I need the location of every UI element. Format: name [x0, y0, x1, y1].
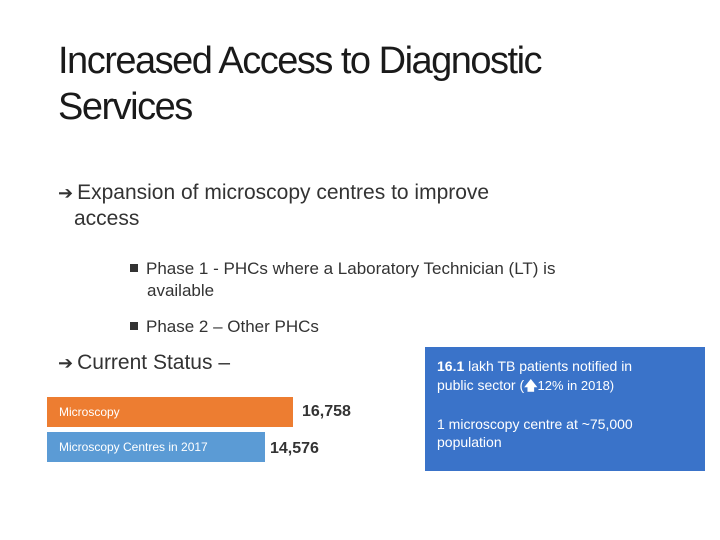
patients-text: lakh TB patients notified in [464, 358, 633, 374]
public-sector-text: public sector ( [437, 377, 525, 393]
bar-label-microscopy-centres-2017: Microscopy Centres in 2017 [59, 440, 208, 454]
info-panel: 16.1 lakh TB patients notified in public… [425, 347, 705, 471]
slide-title: Increased Access to Diagnostic Services [58, 38, 678, 130]
sub-bullet-phase2-line1: Phase 2 – Other PHCs [146, 317, 319, 336]
info-panel-patients: 16.1 lakh TB patients notified in public… [437, 357, 693, 395]
current-status-label: Current Status – [77, 351, 230, 374]
square-bullet-icon [130, 264, 138, 272]
current-status: ➔ Current Status – [58, 350, 230, 376]
square-bullet-icon [130, 322, 138, 330]
coverage-line2: population [437, 434, 502, 450]
sub-bullet-phase2: Phase 2 – Other PHCs [130, 316, 670, 338]
bar-value-microscopy: 16,758 [302, 403, 351, 420]
title-line-1: Increased Access to Diagnostic [58, 40, 543, 82]
bar-microscopy-centres-2017: Microscopy Centres in 2017 [47, 432, 265, 462]
right-arrow-icon: ➔ [58, 353, 74, 373]
bullet-expansion-line1: Expansion of microscopy centres to impro… [77, 181, 490, 204]
bar-value-microscopy-centres-2017: 14,576 [270, 440, 319, 457]
right-arrow-icon: ➔ [58, 183, 74, 203]
info-panel-coverage: 1 microscopy centre at ~75,000 populatio… [437, 415, 693, 451]
sub-bullet-phase1-line1: Phase 1 - PHCs where a Laboratory Techni… [146, 259, 556, 278]
increase-text: 12% in 2018) [537, 378, 615, 393]
bar-microscopy: Microscopy [47, 397, 293, 427]
bar-label-microscopy: Microscopy [59, 405, 120, 419]
sub-bullet-phase1-line2: available [147, 281, 215, 300]
patients-count: 16.1 [437, 358, 465, 374]
sub-bullet-phase1: Phase 1 - PHCs where a Laboratory Techni… [130, 258, 670, 302]
bullet-expansion: ➔ Expansion of microscopy centres to impr… [58, 180, 618, 232]
up-arrow-icon: 🡅 [524, 378, 538, 393]
bullet-expansion-line2: access [74, 207, 140, 230]
title-line-2: Services [58, 86, 193, 128]
coverage-line1: 1 microscopy centre at ~75,000 [437, 416, 633, 432]
